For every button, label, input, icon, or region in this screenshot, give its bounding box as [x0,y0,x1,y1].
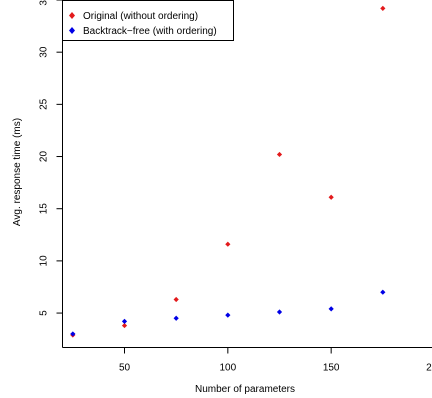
legend: Original (without ordering) Backtrack−fr… [62,0,234,41]
x-tick-label: 100 [219,363,236,374]
x-tick-label: 150 [323,363,340,374]
x-axis: 50 100 150 200 [119,347,432,374]
legend-box [62,0,234,41]
point-backtrack-free [328,306,334,312]
point-original [380,5,386,11]
x-axis-title: Number of parameters [195,384,295,395]
legend-label-backtrack-free: Backtrack−free (with ordering) [83,26,217,37]
point-original [225,241,231,247]
y-tick-label: 30 [39,46,50,58]
y-axis: 5 10 15 20 25 30 35 [39,0,63,316]
y-axis-title: Avg. response time (ms) [12,118,23,226]
y-tick-label: 25 [39,98,50,110]
point-original [328,194,334,200]
x-tick-label: 200 [426,363,432,374]
x-tick-label: 50 [119,363,131,374]
point-backtrack-free [276,309,283,315]
point-backtrack-free [121,318,128,325]
point-original [121,322,128,329]
legend-marker-backtrack-free [69,27,75,34]
point-backtrack-free [173,315,179,321]
point-backtrack-free [225,312,231,318]
y-tick-label: 10 [39,255,50,267]
point-original [173,296,179,303]
y-tick-label: 20 [39,151,50,163]
data-points [70,5,432,338]
point-backtrack-free [380,289,386,295]
legend-marker-original [69,12,75,19]
y-tick-label: 15 [39,203,50,215]
y-tick-label: 5 [39,310,50,316]
legend-label-original: Original (without ordering) [83,11,198,22]
plot-frame [62,0,432,348]
point-original [276,151,283,158]
point-backtrack-free [70,331,76,337]
y-tick-label: 35 [39,0,50,6]
